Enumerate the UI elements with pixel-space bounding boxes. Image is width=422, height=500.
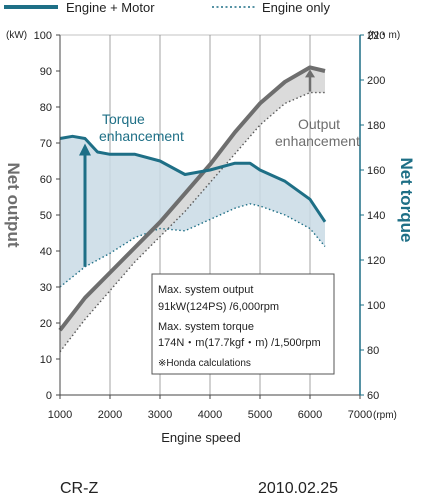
info-box-line3: Max. system torque — [158, 321, 254, 333]
left-tick-label: 0 — [46, 390, 52, 402]
tick-labels: 1000 2000 3000 4000 5000 6000 7000 0 10 20 30 40 50 6… — [34, 30, 386, 421]
footer-date: 2010.02.25 — [258, 480, 339, 497]
left-tick-label: 100 — [34, 30, 52, 42]
left-tick-label: 40 — [40, 246, 52, 258]
left-tick-label: 50 — [40, 210, 52, 222]
right-tick-label: 220 — [367, 30, 385, 42]
right-tick-label: 80 — [367, 345, 379, 357]
legend: Engine + Motor Engine only — [4, 0, 330, 15]
footer-model: CR-Z — [60, 480, 99, 497]
left-tick-label: 70 — [40, 138, 52, 150]
torque-enhancement-arrow-head — [79, 143, 91, 156]
right-tick-label: 140 — [367, 210, 385, 222]
series-line-torque-engine-only — [59, 203, 326, 288]
right-axis-unit: (N・m) — [368, 30, 400, 41]
info-box-line5: ※Honda calculations — [158, 358, 251, 369]
left-tick-label: 30 — [40, 282, 52, 294]
left-axis-title: Net output — [4, 163, 23, 248]
series — [58, 65, 327, 353]
left-tick-label: 10 — [40, 354, 52, 366]
info-box: Max. system output 91kW(124PS) /6,000rpm… — [151, 273, 335, 375]
x-axis-title: Engine speed — [161, 430, 241, 445]
legend-label-engine-motor: Engine + Motor — [66, 0, 155, 15]
left-tick-label: 20 — [40, 318, 52, 330]
x-tick-label: 5000 — [248, 409, 272, 421]
left-axis-unit: (kW) — [6, 30, 27, 41]
x-tick-label: 3000 — [148, 409, 172, 421]
output-enhancement-label-line2: enhancement — [275, 133, 360, 149]
torque-enhancement-label-line1: Torque — [102, 111, 145, 127]
series-line-torque-engine-motor — [59, 134, 327, 223]
left-tick-label: 60 — [40, 174, 52, 186]
right-tick-label: 200 — [367, 75, 385, 87]
torque-enhancement-band — [60, 136, 325, 287]
legend-label-engine-only: Engine only — [262, 0, 330, 15]
torque-enhancement-label-line2: enhancement — [99, 128, 184, 144]
info-box-frame — [151, 273, 335, 375]
enhancement-bands — [60, 67, 325, 352]
x-tick-label: 6000 — [298, 409, 322, 421]
left-tick-label: 80 — [40, 102, 52, 114]
right-tick-label: 100 — [367, 300, 385, 312]
output-enhancement-label-line1: Output — [298, 116, 340, 132]
right-tick-label: 120 — [367, 255, 385, 267]
right-axis-title: Net torque — [397, 158, 416, 243]
right-tick-label: 60 — [367, 390, 379, 402]
info-box-line4: 174N・m(17.7kgf・m) /1,500rpm — [158, 337, 321, 349]
info-box-line2: 91kW(124PS) /6,000rpm — [158, 301, 279, 313]
right-tick-label: 180 — [367, 120, 385, 132]
output-enhancement-arrow-head — [305, 69, 315, 78]
axes — [56, 34, 364, 399]
enhancement-arrows — [79, 69, 315, 267]
series-line-output-engine-only — [59, 91, 325, 353]
info-box-line1: Max. system output — [158, 284, 253, 296]
right-tick-label: 160 — [367, 165, 385, 177]
x-axis-unit: (rpm) — [373, 410, 397, 421]
x-tick-label: 1000 — [48, 409, 72, 421]
left-tick-label: 90 — [40, 66, 52, 78]
x-tick-label: 7000 — [348, 409, 372, 421]
output-enhancement-band — [60, 67, 325, 352]
x-tick-label: 2000 — [98, 409, 122, 421]
series-line-output-engine-motor — [58, 65, 326, 332]
x-tick-label: 4000 — [198, 409, 222, 421]
